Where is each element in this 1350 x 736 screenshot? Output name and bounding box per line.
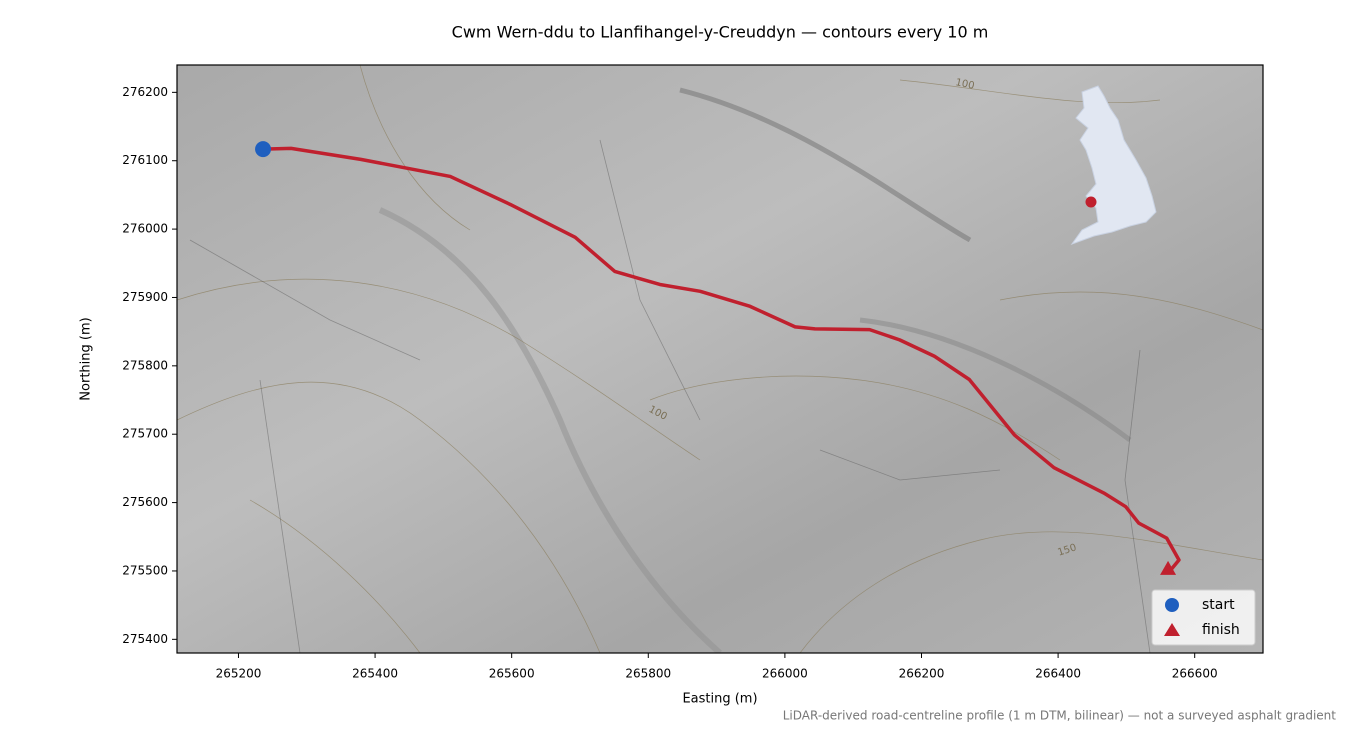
y-tick-label: 275900 bbox=[122, 290, 168, 304]
x-tick-label: 266600 bbox=[1172, 667, 1218, 681]
x-tick-label: 266200 bbox=[899, 667, 945, 681]
y-axis-label: Northing (m) bbox=[79, 317, 94, 400]
y-tick-label: 275800 bbox=[122, 358, 168, 372]
inset-map bbox=[1070, 85, 1157, 246]
map-background bbox=[177, 65, 1263, 653]
x-tick-label: 265200 bbox=[216, 667, 262, 681]
legend-label: finish bbox=[1202, 622, 1240, 638]
legend-symbol bbox=[1165, 598, 1179, 612]
legend-symbol bbox=[1164, 623, 1180, 636]
x-tick-label: 266000 bbox=[762, 667, 808, 681]
x-tick-label: 265800 bbox=[625, 667, 671, 681]
x-axis-label: Easting (m) bbox=[682, 692, 757, 707]
chart-title: Cwm Wern-ddu to Llanfihangel-y-Creuddyn … bbox=[452, 23, 989, 42]
legend: start finish bbox=[1151, 589, 1256, 646]
y-tick-label: 275400 bbox=[122, 632, 168, 646]
x-tick-label: 265400 bbox=[352, 667, 398, 681]
marker-finish bbox=[1160, 560, 1177, 575]
y-tick-label: 276100 bbox=[122, 153, 168, 167]
x-tick-label: 265600 bbox=[489, 667, 535, 681]
route-line bbox=[261, 146, 1181, 575]
y-tick-label: 276000 bbox=[122, 222, 168, 236]
x-tick-label: 266400 bbox=[1035, 667, 1081, 681]
contour-label: 100 bbox=[954, 77, 975, 92]
marker-start bbox=[255, 141, 272, 158]
legend-label: start bbox=[1202, 597, 1235, 613]
footnote: LiDAR-derived road-centreline profile (1… bbox=[783, 709, 1337, 723]
y-tick-label: 276200 bbox=[122, 85, 168, 99]
plot-frame bbox=[176, 64, 1264, 654]
y-tick-label: 275700 bbox=[122, 427, 168, 441]
y-tick-label: 275500 bbox=[122, 563, 168, 577]
y-tick-label: 275600 bbox=[122, 495, 168, 509]
